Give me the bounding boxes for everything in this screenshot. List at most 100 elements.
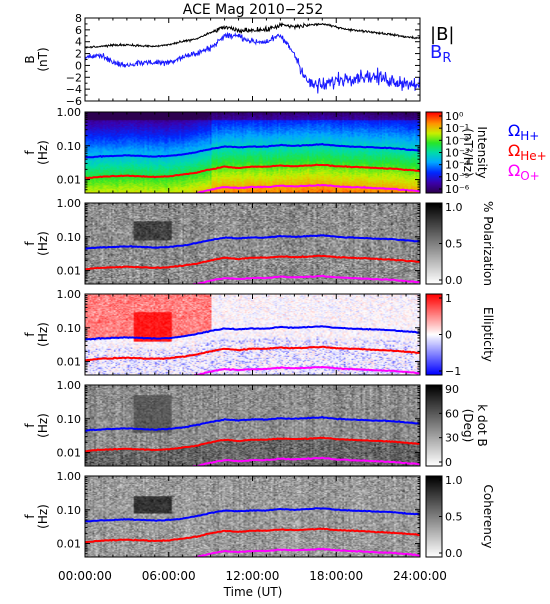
colorbar-tick-label: −1 xyxy=(445,365,461,378)
f-y-tick-label: 0.01 xyxy=(57,356,82,369)
f-axis-label: f xyxy=(23,150,37,155)
colorbar-label: Ellipticity xyxy=(481,307,495,362)
colorbar-tick-label: 10⁻³ xyxy=(445,147,469,160)
colorbar-tick-label: 1.0 xyxy=(445,474,463,487)
spectrogram-ell xyxy=(85,294,420,375)
gyro-lines-panel-5 xyxy=(85,507,420,557)
colorbar-tick-label: 10⁻² xyxy=(445,134,469,147)
colorbar-tick-label: 0.5 xyxy=(445,511,463,524)
b-y-tick-label: −4 xyxy=(66,83,82,96)
f-y-tick-label: 0.10 xyxy=(57,322,82,335)
f-axis-unit: (Hz) xyxy=(36,231,50,256)
colorbar-intensity xyxy=(426,112,442,193)
colorbar-coh xyxy=(426,476,442,557)
b-panel-lines xyxy=(85,21,420,94)
colorbar-kdb xyxy=(426,385,442,466)
figure-title: ACE Mag 2010−252 xyxy=(183,2,323,18)
colorbar-tick-label: 1 xyxy=(445,292,452,305)
omega-o-line xyxy=(190,456,420,466)
f-y-tick-label: 1.00 xyxy=(57,106,82,119)
f-y-tick-label: 0.01 xyxy=(57,265,82,278)
f-axis-label: f xyxy=(23,241,37,246)
omega-h-line xyxy=(85,325,420,341)
f-y-tick-label: 0.10 xyxy=(57,504,82,517)
legend-omega-h-symbol: Ω xyxy=(508,121,520,140)
b-y-tick-label: 8 xyxy=(75,12,82,25)
legend-bmag: |B| xyxy=(430,24,454,45)
spectrogram-kdb xyxy=(85,385,420,466)
legend-omega-o: ΩO+ xyxy=(508,161,540,183)
x-tick-label: 24:00:00 xyxy=(393,569,447,583)
omega-h-line xyxy=(85,234,420,250)
br-series-line xyxy=(85,31,420,94)
gyro-lines-panel-3 xyxy=(85,325,420,375)
colorbar-tick-label: 60 xyxy=(445,407,459,420)
b-y-tick-label: 0 xyxy=(75,59,82,72)
colorbar-unit: (Deg) xyxy=(461,409,475,443)
bmag-series-line xyxy=(85,21,420,49)
omega-he-line xyxy=(85,163,420,180)
f-y-tick-label: 0.10 xyxy=(57,140,82,153)
colorbar-tick-label: 90 xyxy=(445,383,459,396)
legend-omega-o-symbol: Ω xyxy=(508,161,520,180)
f-axis-unit: (Hz) xyxy=(36,413,50,438)
legend-omega-o-subscript: O+ xyxy=(520,169,540,183)
colorbar-tick-label: 0 xyxy=(445,456,452,469)
colorbar-tick-label: 10⁻⁶ xyxy=(445,183,470,196)
gyro-lines-panel-4 xyxy=(85,415,420,466)
colorbar-frame-4 xyxy=(425,384,443,467)
f-y-tick-label: 0.01 xyxy=(57,174,82,187)
x-axis-label: Time (UT) xyxy=(223,585,283,599)
colorbar-tick-label: 10⁰ xyxy=(445,110,464,123)
gyro-lines-panel-1 xyxy=(85,142,420,193)
spectrogram-coh xyxy=(85,476,420,557)
colorbar-label: % Polarization xyxy=(481,201,495,286)
f-y-tick-label: 0.10 xyxy=(57,413,82,426)
b-y-tick-label: 4 xyxy=(75,36,82,49)
spectrogram-intensity xyxy=(85,112,420,193)
f-y-tick-label: 0.01 xyxy=(57,538,82,551)
legend-omega-he-symbol: Ω xyxy=(508,141,520,160)
legend-br-subscript: R xyxy=(442,51,451,66)
b-y-tick-label: −2 xyxy=(66,71,82,84)
omega-he-line xyxy=(85,254,420,271)
legend-br: BR xyxy=(430,42,451,66)
f-y-tick-label: 0.01 xyxy=(57,447,82,460)
legend-omega-he: ΩHe+ xyxy=(508,141,547,163)
colorbar-tick-label: 30 xyxy=(445,432,459,445)
f-y-tick-label: 1.00 xyxy=(57,379,82,392)
colorbar-tick-label: 0.5 xyxy=(445,238,463,251)
f-axis-label: f xyxy=(23,423,37,428)
colorbar-label: Coherency xyxy=(481,484,495,548)
b-y-tick-label: −6 xyxy=(66,95,82,108)
f-axis-label: f xyxy=(23,514,37,519)
omega-he-line xyxy=(85,345,420,362)
omega-he-line xyxy=(85,527,420,544)
f-axis-unit: (Hz) xyxy=(36,140,50,165)
f-y-tick-label: 1.00 xyxy=(57,470,82,483)
f-y-tick-label: 1.00 xyxy=(57,197,82,210)
legend-omega-h: ΩH+ xyxy=(508,121,539,143)
x-tick-label: 06:00:00 xyxy=(142,569,196,583)
colorbar-label: k dot B xyxy=(475,404,489,446)
colorbar-tick-label: 10⁻⁴ xyxy=(445,159,470,172)
omega-h-line xyxy=(85,142,420,159)
f-axis-label: f xyxy=(23,332,37,337)
f-y-tick-label: 0.10 xyxy=(57,231,82,244)
f-axis-unit: (Hz) xyxy=(36,504,50,529)
colorbar-tick-label: 0.0 xyxy=(445,274,463,287)
colorbar-tick-label: 10⁻¹ xyxy=(445,122,469,135)
legend-omega-he-subscript: He+ xyxy=(520,149,546,163)
omega-o-line xyxy=(191,547,420,557)
colorbar-tick-label: 0.0 xyxy=(445,547,463,560)
omega-h-line xyxy=(85,415,420,432)
b-y-tick-label: 2 xyxy=(75,48,82,61)
gyro-lines-panel-2 xyxy=(85,234,420,284)
colorbar-unit: (nT²/Hz) xyxy=(461,128,475,176)
colorbar-label: Intensity xyxy=(475,126,489,178)
spectrogram-pol xyxy=(85,203,420,284)
f-axis-unit: (Hz) xyxy=(36,322,50,347)
f-y-tick-label: 1.00 xyxy=(57,288,82,301)
